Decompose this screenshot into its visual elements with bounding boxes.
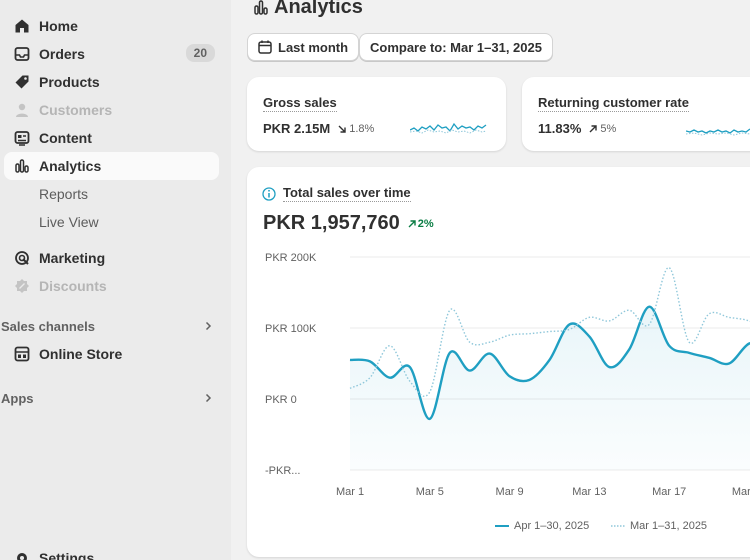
chevron-right-icon — [203, 319, 213, 334]
sidebar-item-label: Online Store — [39, 346, 123, 362]
date-range-button[interactable]: Last month — [247, 33, 360, 61]
sidebar-item-label: Customers — [39, 102, 113, 118]
sidebar-item-online-store[interactable]: Online Store — [4, 340, 219, 368]
chart-change: 2% — [408, 218, 434, 230]
legend-previous[interactable]: Mar 1–31, 2025 — [611, 520, 707, 532]
metric-title: Gross sales — [263, 95, 337, 112]
sidebar-item-label: Live View — [39, 214, 99, 230]
chevron-right-icon — [203, 391, 213, 406]
x-tick-label: Mar 13 — [572, 486, 606, 498]
compare-to-button[interactable]: Compare to: Mar 1–31, 2025 — [359, 33, 553, 61]
x-tick-label: Mar 21 — [732, 486, 750, 498]
legend-previous-label: Mar 1–31, 2025 — [630, 520, 708, 532]
discount-icon — [13, 277, 31, 295]
sidebar-item-discounts[interactable]: Discounts — [4, 272, 219, 300]
home-icon — [13, 17, 31, 35]
metric-value: PKR 2.15M 1.8% — [263, 121, 374, 136]
legend-solid-swatch — [495, 525, 509, 527]
chart-change-value: 2% — [417, 217, 434, 230]
person-icon — [13, 101, 31, 119]
y-tick-label: PKR 0 — [265, 394, 297, 406]
x-tick-label: Mar 17 — [652, 486, 686, 498]
sidebar-item-reports[interactable]: Reports — [4, 180, 219, 208]
y-tick-label: PKR 100K — [265, 323, 317, 335]
bar-chart-icon — [254, 0, 268, 15]
returning-rate-change: 5% — [600, 122, 617, 135]
legend-current-label: Apr 1–30, 2025 — [514, 520, 590, 532]
sales-channels-label: Sales channels — [1, 318, 95, 334]
chart-total: PKR 1,957,760 2% — [263, 212, 434, 235]
gear-icon — [13, 549, 31, 560]
legend-current[interactable]: Apr 1–30, 2025 — [495, 520, 589, 532]
inbox-icon — [13, 45, 31, 63]
sidebar-item-home[interactable]: Home — [4, 12, 219, 40]
arrow-up-right-icon — [589, 124, 598, 132]
target-icon — [13, 249, 31, 267]
returning-rate-value: 11.83% — [538, 121, 582, 136]
sidebar-item-label: Content — [39, 130, 92, 146]
arrow-down-right-icon — [338, 125, 346, 133]
gross-sales-card[interactable]: Gross sales PKR 2.15M 1.8% — [247, 77, 506, 151]
content-icon — [13, 129, 31, 147]
x-tick-label: Mar 9 — [496, 486, 524, 498]
sidebar-item-label: Orders — [39, 46, 85, 62]
y-tick-label: -PKR... — [265, 465, 300, 477]
compare-to-label: Compare to: Mar 1–31, 2025 — [370, 39, 542, 55]
sidebar-item-label: Discounts — [39, 278, 107, 294]
page-title: Analytics — [254, 0, 363, 20]
series-line-previous[interactable] — [349, 266, 750, 398]
sidebar-item-marketing[interactable]: Marketing — [4, 244, 219, 272]
series-area — [350, 306, 750, 470]
sidebar-item-label: Analytics — [39, 158, 102, 174]
sidebar-item-customers[interactable]: Customers — [4, 96, 219, 124]
x-tick-label: Mar 1 — [336, 486, 364, 498]
metric-change: 5% — [589, 123, 616, 135]
sidebar-item-orders[interactable]: Orders 20 — [4, 40, 219, 68]
sidebar-item-label: Products — [39, 74, 100, 90]
returning-customer-rate-card[interactable]: Returning customer rate 11.83% 5% — [522, 77, 750, 151]
page-title-text: Analytics — [274, 0, 363, 18]
arrow-up-right-icon — [408, 219, 416, 227]
store-icon — [13, 345, 31, 363]
series-line-current[interactable] — [349, 305, 750, 421]
legend-dotted-swatch — [611, 525, 625, 527]
sidebar-item-label: Home — [39, 18, 78, 34]
sidebar: Home Orders 20 Products Customers Conten… — [0, 0, 231, 560]
chart-title[interactable]: Total sales over time — [262, 185, 411, 202]
metric-title: Returning customer rate — [538, 95, 689, 112]
date-range-label: Last month — [278, 39, 349, 55]
bar-chart-icon — [13, 157, 31, 175]
sidebar-item-products[interactable]: Products — [4, 68, 219, 96]
returning-rate-sparkline — [686, 128, 750, 136]
gross-sales-change: 1.8% — [349, 122, 375, 135]
y-tick-label: PKR 200K — [265, 252, 317, 264]
sidebar-item-analytics[interactable]: Analytics — [4, 152, 219, 180]
chart-total-value: PKR 1,957,760 — [263, 212, 400, 234]
sales-channels-header[interactable]: Sales channels — [1, 316, 219, 336]
apps-header[interactable]: Apps — [1, 388, 219, 408]
x-tick-label: Mar 5 — [416, 486, 444, 498]
info-icon[interactable] — [262, 186, 276, 201]
metric-value: 11.83% 5% — [538, 121, 616, 136]
total-sales-line-chart: PKR 200K PKR 100K PKR 0 -PKR... Mar 1 Mar 5 Ma… — [265, 252, 750, 498]
sidebar-item-label: Marketing — [39, 250, 106, 266]
sidebar-item-live-view[interactable]: Live View — [4, 208, 219, 236]
metric-change: 1.8% — [338, 123, 374, 135]
sidebar-item-label: Settings — [39, 550, 95, 560]
tag-icon — [13, 73, 31, 91]
apps-label: Apps — [1, 390, 34, 406]
gross-sales-value: PKR 2.15M — [263, 121, 331, 136]
sidebar-item-settings[interactable]: Settings — [4, 544, 219, 560]
total-sales-chart-card: Total sales over time PKR 1,957,760 2% P… — [247, 167, 750, 557]
sidebar-item-content[interactable]: Content — [4, 124, 219, 152]
calendar-icon — [258, 40, 272, 54]
gross-sales-sparkline — [410, 122, 487, 134]
sidebar-item-label: Reports — [39, 186, 89, 202]
orders-count-badge: 20 — [185, 44, 215, 62]
chart-title-text: Total sales over time — [283, 185, 411, 202]
